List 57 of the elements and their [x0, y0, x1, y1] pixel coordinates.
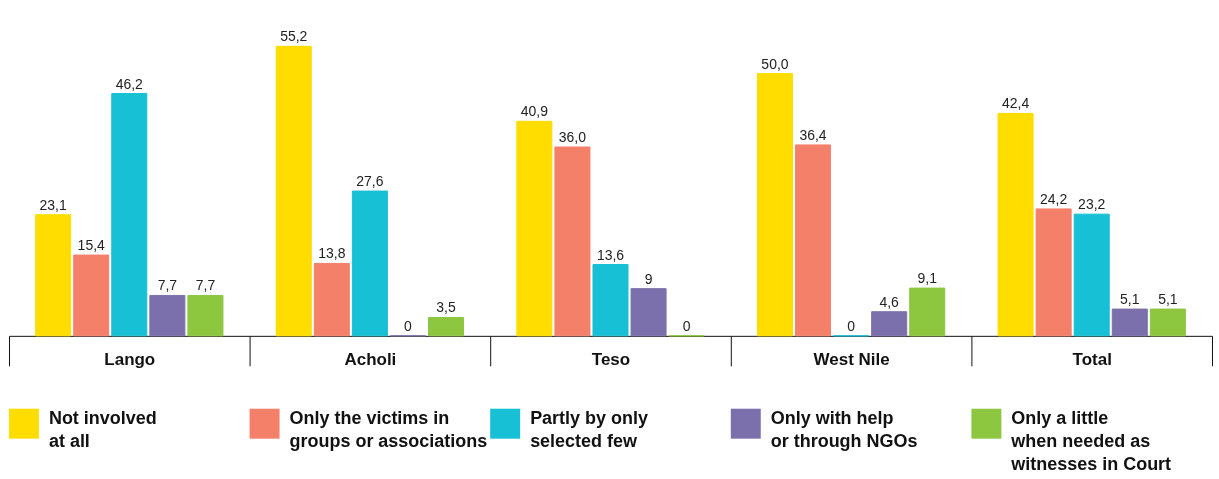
data-label: 23,2 [1078, 196, 1106, 213]
x-tick-label: West Nile [813, 350, 890, 370]
legend-label: Partly by only selected few [530, 407, 648, 451]
data-label: 7,7 [157, 277, 178, 294]
bar [997, 112, 1034, 337]
bar [871, 311, 908, 337]
data-label: 50,0 [761, 55, 789, 72]
data-label: 42,4 [1001, 95, 1030, 112]
data-label: 23,1 [39, 196, 67, 213]
legend-label: Only with help or through NGOs [770, 407, 918, 451]
bar [630, 288, 667, 337]
bar [554, 146, 591, 337]
bar [73, 254, 110, 337]
data-label: 24,2 [1040, 190, 1068, 207]
x-tick-label: Lango [104, 350, 156, 370]
data-label: 55,2 [280, 28, 308, 45]
bar [1111, 308, 1148, 337]
data-label: 7,7 [195, 277, 216, 294]
data-label: 36,4 [799, 126, 827, 143]
data-label: 0 [847, 317, 856, 334]
data-label: 5,1 [1120, 291, 1140, 308]
bar [275, 45, 312, 337]
bar [1035, 208, 1072, 337]
bar [592, 264, 629, 337]
bar [795, 144, 832, 337]
bar [149, 294, 186, 337]
data-label: 3,5 [436, 299, 456, 316]
bar [351, 190, 388, 337]
data-label: 4,6 [879, 293, 900, 310]
legend-label: Only the victims in groups or associations [289, 407, 488, 451]
data-label: 0 [682, 317, 691, 334]
x-tick-label: Acholi [344, 350, 397, 370]
x-tick-label: Total [1072, 350, 1112, 370]
bar [111, 93, 148, 337]
data-label: 27,6 [356, 173, 384, 190]
bar [516, 120, 553, 337]
data-label: 46,2 [115, 75, 144, 92]
bar [909, 287, 946, 337]
legend-label: Not involved at all [48, 407, 157, 451]
data-label: 15,4 [77, 237, 106, 254]
data-label: 13,6 [596, 246, 625, 263]
data-label: 9 [644, 270, 653, 287]
data-label: 0 [404, 317, 413, 334]
bar [1149, 308, 1186, 337]
data-label: 36,0 [558, 129, 587, 146]
bar [35, 214, 72, 337]
legend-label: Only a little when needed as witnesses in Court [1010, 407, 1172, 474]
bar [756, 73, 793, 337]
bar [428, 316, 465, 337]
data-label: 40,9 [520, 103, 549, 120]
bar [187, 294, 224, 337]
data-label: 13,8 [318, 245, 346, 262]
data-label: 9,1 [917, 270, 938, 287]
bar [1073, 213, 1110, 337]
x-tick-label: Teso [591, 350, 631, 370]
data-label: 5,1 [1158, 291, 1178, 308]
bar [313, 262, 350, 337]
